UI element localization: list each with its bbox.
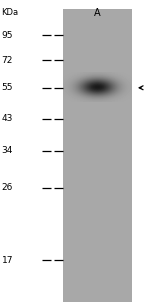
Text: 17: 17	[2, 256, 13, 265]
Text: A: A	[94, 8, 101, 18]
Text: 43: 43	[2, 114, 13, 123]
Text: 95: 95	[2, 31, 13, 40]
Text: 55: 55	[2, 83, 13, 92]
Text: KDa: KDa	[2, 8, 19, 17]
Text: 34: 34	[2, 146, 13, 156]
Text: 72: 72	[2, 55, 13, 65]
Text: 26: 26	[2, 183, 13, 192]
Bar	[63, 9, 132, 302]
